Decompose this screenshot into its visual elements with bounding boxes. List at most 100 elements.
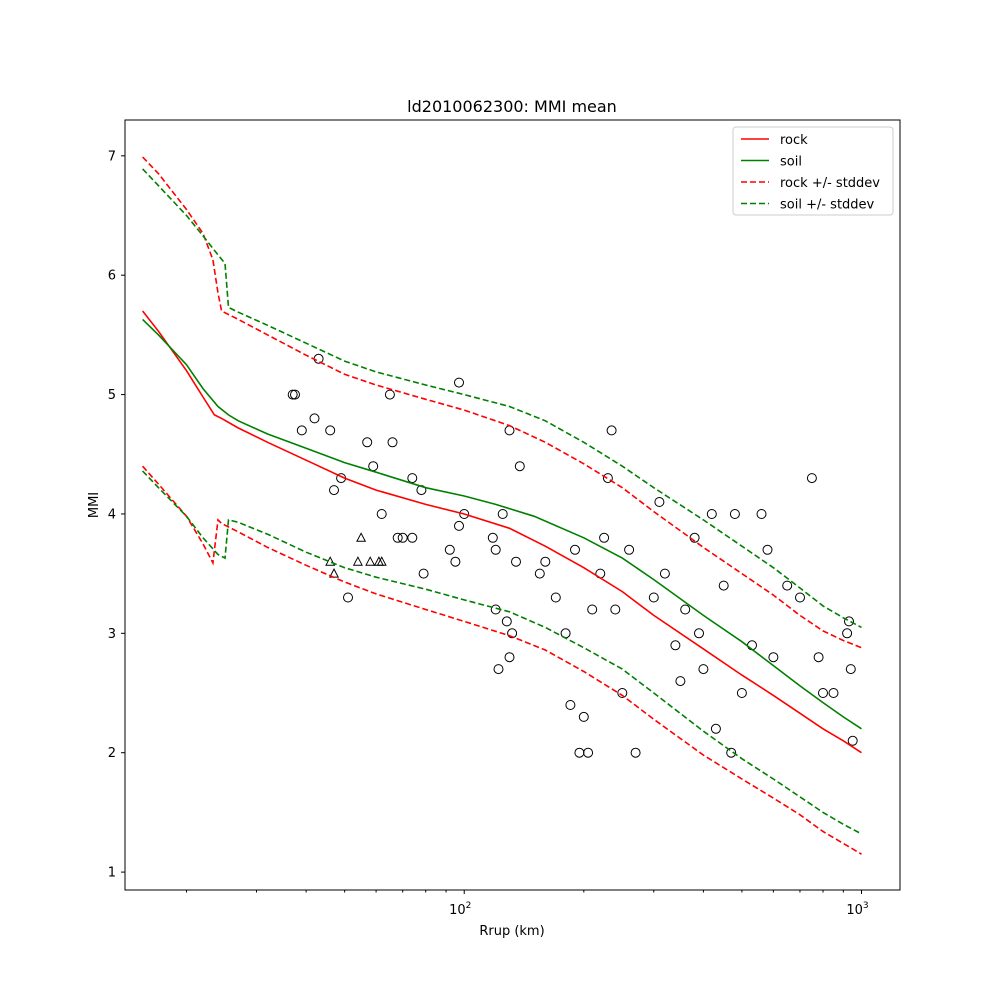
x-tick-label: 103 bbox=[846, 901, 868, 918]
data-point-circle bbox=[847, 735, 858, 746]
data-point-triangle bbox=[376, 556, 387, 566]
data-point-circle bbox=[818, 688, 828, 698]
data-point-circle bbox=[487, 532, 498, 543]
data-point-circle bbox=[287, 389, 298, 400]
data-point-circle bbox=[534, 568, 545, 579]
data-point-circle bbox=[630, 747, 641, 758]
data-point-circle bbox=[606, 425, 617, 436]
data-point-circle bbox=[599, 532, 610, 543]
data-point-circle bbox=[497, 509, 508, 519]
data-point-circle bbox=[762, 544, 773, 555]
data-point-circle bbox=[806, 473, 817, 484]
data-point-circle bbox=[726, 747, 737, 758]
data-point-circle bbox=[376, 509, 387, 519]
data-point-circle bbox=[540, 556, 551, 567]
data-point-circle bbox=[736, 688, 747, 698]
data-point-circle bbox=[325, 425, 336, 436]
chart-title: ld2010062300: MMI mean bbox=[407, 97, 617, 116]
data-point-circle bbox=[368, 461, 379, 472]
series-line-soil bbox=[142, 318, 862, 730]
plot-frame bbox=[124, 119, 901, 891]
data-point-circle bbox=[392, 532, 403, 543]
data-point-circle bbox=[504, 652, 515, 663]
legend-entry-label: soil bbox=[780, 155, 802, 170]
legend-entry-label: soil +/- stddev bbox=[780, 198, 875, 213]
y-tick-label: 4 bbox=[108, 507, 116, 522]
data-point-circle bbox=[624, 544, 635, 555]
data-point-circle bbox=[362, 437, 373, 448]
data-point-circle bbox=[290, 389, 300, 400]
data-point-triangle bbox=[352, 556, 363, 566]
data-point-circle bbox=[570, 544, 580, 555]
data-point-circle bbox=[407, 532, 418, 543]
data-point-circle bbox=[418, 568, 429, 579]
data-point-circle bbox=[454, 377, 464, 388]
data-point-circle bbox=[729, 509, 740, 519]
y-tick-label: 1 bbox=[108, 866, 116, 881]
data-point-triangle bbox=[365, 556, 376, 566]
data-point-circle bbox=[768, 652, 779, 663]
data-point-circle bbox=[450, 556, 461, 567]
data-point-circle bbox=[845, 664, 856, 675]
y-tick-label: 3 bbox=[108, 627, 116, 642]
data-point-circle bbox=[565, 700, 576, 710]
data-point-circle bbox=[756, 509, 767, 519]
y-axis-label: MMI bbox=[87, 492, 102, 518]
data-point-circle bbox=[578, 711, 589, 722]
data-point-circle bbox=[648, 592, 659, 603]
data-point-circle bbox=[795, 592, 805, 603]
data-point-circle bbox=[694, 628, 704, 639]
series-line-soil-stddev bbox=[142, 470, 862, 835]
data-point-triangle bbox=[356, 532, 367, 542]
data-point-circle bbox=[587, 604, 598, 615]
data-point-circle bbox=[670, 640, 681, 651]
data-point-circle bbox=[329, 485, 339, 496]
data-point-circle bbox=[501, 616, 512, 627]
data-point-circle bbox=[617, 688, 628, 698]
data-point-circle bbox=[493, 664, 504, 675]
data-point-circle bbox=[718, 580, 729, 591]
data-point-circle bbox=[654, 497, 665, 507]
data-point-circle bbox=[514, 461, 525, 472]
data-point-circle bbox=[407, 473, 418, 484]
data-point-circle bbox=[844, 616, 854, 627]
data-point-circle bbox=[550, 592, 561, 603]
data-point-circle bbox=[309, 413, 320, 424]
legend-entry-label: rock +/- stddev bbox=[780, 176, 880, 191]
data-point-circle bbox=[387, 437, 398, 448]
legend-box bbox=[732, 126, 894, 216]
y-tick-label: 2 bbox=[108, 746, 116, 761]
data-point-circle bbox=[828, 688, 839, 698]
data-point-circle bbox=[842, 628, 853, 639]
data-point-circle bbox=[313, 353, 324, 364]
x-tick-label: 102 bbox=[449, 901, 471, 918]
data-point-circle bbox=[675, 676, 686, 687]
y-tick-label: 5 bbox=[108, 388, 116, 403]
data-point-circle bbox=[602, 473, 613, 484]
legend-entry-label: rock bbox=[780, 133, 808, 148]
data-point-circle bbox=[507, 628, 518, 639]
x-axis-label: Rrup (km) bbox=[479, 924, 544, 939]
data-point-circle bbox=[459, 509, 470, 519]
data-point-circle bbox=[504, 425, 515, 436]
data-point-circle bbox=[813, 652, 824, 663]
y-tick-label: 6 bbox=[108, 269, 116, 284]
data-point-circle bbox=[706, 509, 717, 519]
data-point-circle bbox=[610, 604, 621, 615]
data-point-circle bbox=[384, 389, 395, 400]
data-point-circle bbox=[680, 604, 691, 615]
data-point-circle bbox=[659, 568, 670, 579]
data-point-circle bbox=[397, 532, 408, 543]
data-point-circle bbox=[782, 580, 793, 591]
data-point-circle bbox=[296, 425, 307, 436]
data-point-circle bbox=[583, 747, 594, 758]
data-point-circle bbox=[574, 747, 585, 758]
series-line-rock-stddev bbox=[142, 465, 862, 855]
data-point-circle bbox=[343, 592, 353, 603]
series-line-rock-stddev bbox=[142, 156, 862, 649]
data-point-circle bbox=[454, 520, 464, 531]
data-point-circle bbox=[444, 544, 455, 555]
data-point-circle bbox=[710, 723, 721, 734]
data-point-circle bbox=[511, 556, 521, 567]
data-point-circle bbox=[490, 544, 501, 555]
